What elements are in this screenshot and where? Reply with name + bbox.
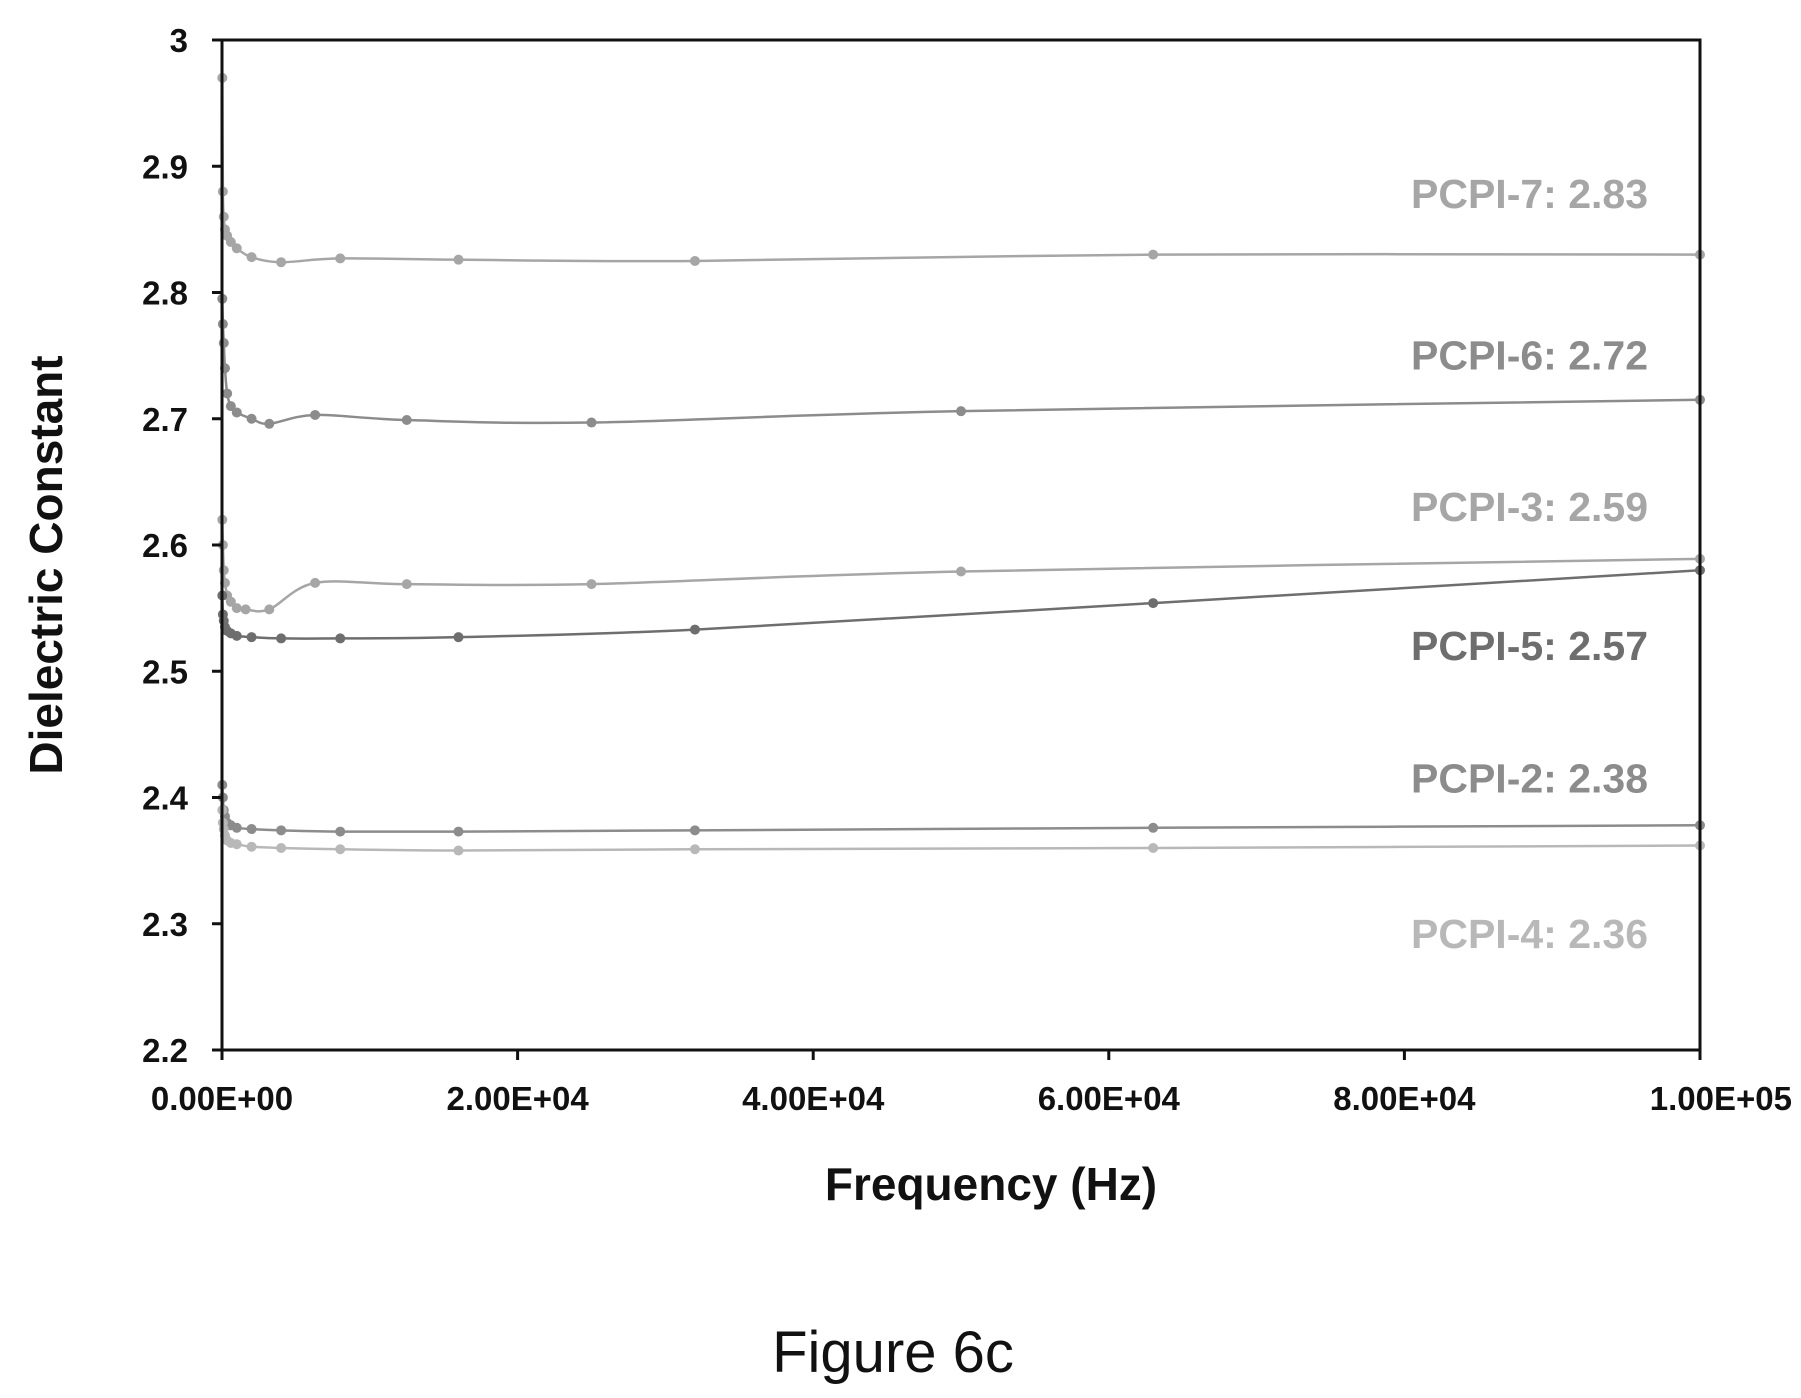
y-tick-label: 2.4 xyxy=(142,780,189,817)
figure-caption: Figure 6c xyxy=(772,1320,1014,1385)
y-tick-label: 2.2 xyxy=(142,1032,188,1069)
data-point xyxy=(453,845,464,856)
data-point xyxy=(453,632,464,643)
data-point xyxy=(276,843,287,853)
data-point xyxy=(956,406,966,417)
data-point xyxy=(276,257,287,268)
series-line xyxy=(221,519,1701,613)
data-point xyxy=(246,824,257,835)
data-point xyxy=(276,633,287,644)
y-tick-label: 2.3 xyxy=(142,906,188,943)
y-tick-label: 2.7 xyxy=(142,401,188,438)
y-axis-ticks: 2.2 2.3 2.4 2.5 2.6 2.7 2.8 2.9 3 xyxy=(142,22,222,1069)
data-point xyxy=(401,579,412,590)
data-point xyxy=(246,841,257,852)
y-tick-label: 2.5 xyxy=(142,653,188,690)
data-point xyxy=(310,577,321,588)
data-point xyxy=(1148,249,1159,260)
x-axis-title: Frequency (Hz) xyxy=(825,1158,1157,1210)
data-point xyxy=(231,839,242,850)
data-point xyxy=(225,401,236,412)
x-tick-label: 0.00E+00 xyxy=(151,1080,293,1117)
series-label: PCPI-3: 2.59 xyxy=(1411,484,1648,530)
data-point xyxy=(335,253,346,264)
x-tick-label: 6.00E+04 xyxy=(1038,1080,1181,1117)
x-tick-label: 2.00E+04 xyxy=(446,1080,589,1117)
series-label: PCPI-6: 2.72 xyxy=(1411,333,1648,379)
x-tick-label: 8.00E+04 xyxy=(1333,1080,1476,1117)
series-label: PCPI-4: 2.36 xyxy=(1411,911,1648,957)
y-tick-label: 2.8 xyxy=(142,275,188,312)
data-point xyxy=(231,822,242,833)
data-point xyxy=(1148,598,1159,609)
data-point xyxy=(246,252,257,263)
series-label: PCPI-2: 2.38 xyxy=(1411,756,1648,802)
data-point xyxy=(218,565,229,576)
data-point xyxy=(335,826,346,837)
data-point xyxy=(1148,822,1159,833)
y-tick-label: 2.6 xyxy=(142,527,188,564)
series-2 xyxy=(217,293,1705,429)
data-point xyxy=(335,844,346,855)
series-labels: PCPI-7: 2.83 PCPI-6: 2.72 PCPI-3: 2.59 PCPI… xyxy=(1411,171,1648,957)
series-line xyxy=(221,810,1701,852)
data-point xyxy=(231,603,242,614)
data-point xyxy=(264,418,275,429)
data-point xyxy=(689,255,700,266)
data-point xyxy=(335,633,346,644)
data-point xyxy=(453,826,464,837)
data-point xyxy=(586,579,597,590)
data-point xyxy=(453,254,464,265)
data-point xyxy=(956,566,966,577)
y-tick-label: 3 xyxy=(170,22,188,59)
data-point xyxy=(218,211,229,222)
data-point xyxy=(231,407,242,418)
data-point xyxy=(225,237,236,247)
data-point xyxy=(222,388,233,399)
data-point xyxy=(240,604,251,615)
data-point xyxy=(246,413,257,424)
data-point xyxy=(276,825,287,836)
series-6 xyxy=(217,805,1705,856)
series-4 xyxy=(217,565,1705,644)
data-point xyxy=(689,844,700,855)
data-point xyxy=(218,338,229,348)
data-point xyxy=(310,409,321,420)
series-label: PCPI-5: 2.57 xyxy=(1411,623,1648,669)
data-point xyxy=(689,624,700,635)
data-point xyxy=(264,604,275,615)
x-tick-label: 1.00E+05 xyxy=(1650,1080,1792,1117)
x-axis-ticks: 0.00E+00 2.00E+04 4.00E+04 6.00E+04 8.00E+04… xyxy=(151,1050,1792,1117)
data-point xyxy=(401,415,412,426)
data-point xyxy=(225,596,236,607)
series-label: PCPI-7: 2.83 xyxy=(1411,171,1648,217)
series-3 xyxy=(217,514,1705,615)
data-point xyxy=(231,243,242,254)
data-point xyxy=(689,825,700,836)
x-tick-label: 4.00E+04 xyxy=(742,1080,885,1117)
data-point xyxy=(1148,843,1159,853)
y-tick-label: 2.9 xyxy=(142,148,188,185)
data-point xyxy=(586,417,597,428)
data-point xyxy=(231,630,242,641)
data-point xyxy=(246,632,257,643)
y-axis-title: Dielectric Constant xyxy=(20,355,72,774)
